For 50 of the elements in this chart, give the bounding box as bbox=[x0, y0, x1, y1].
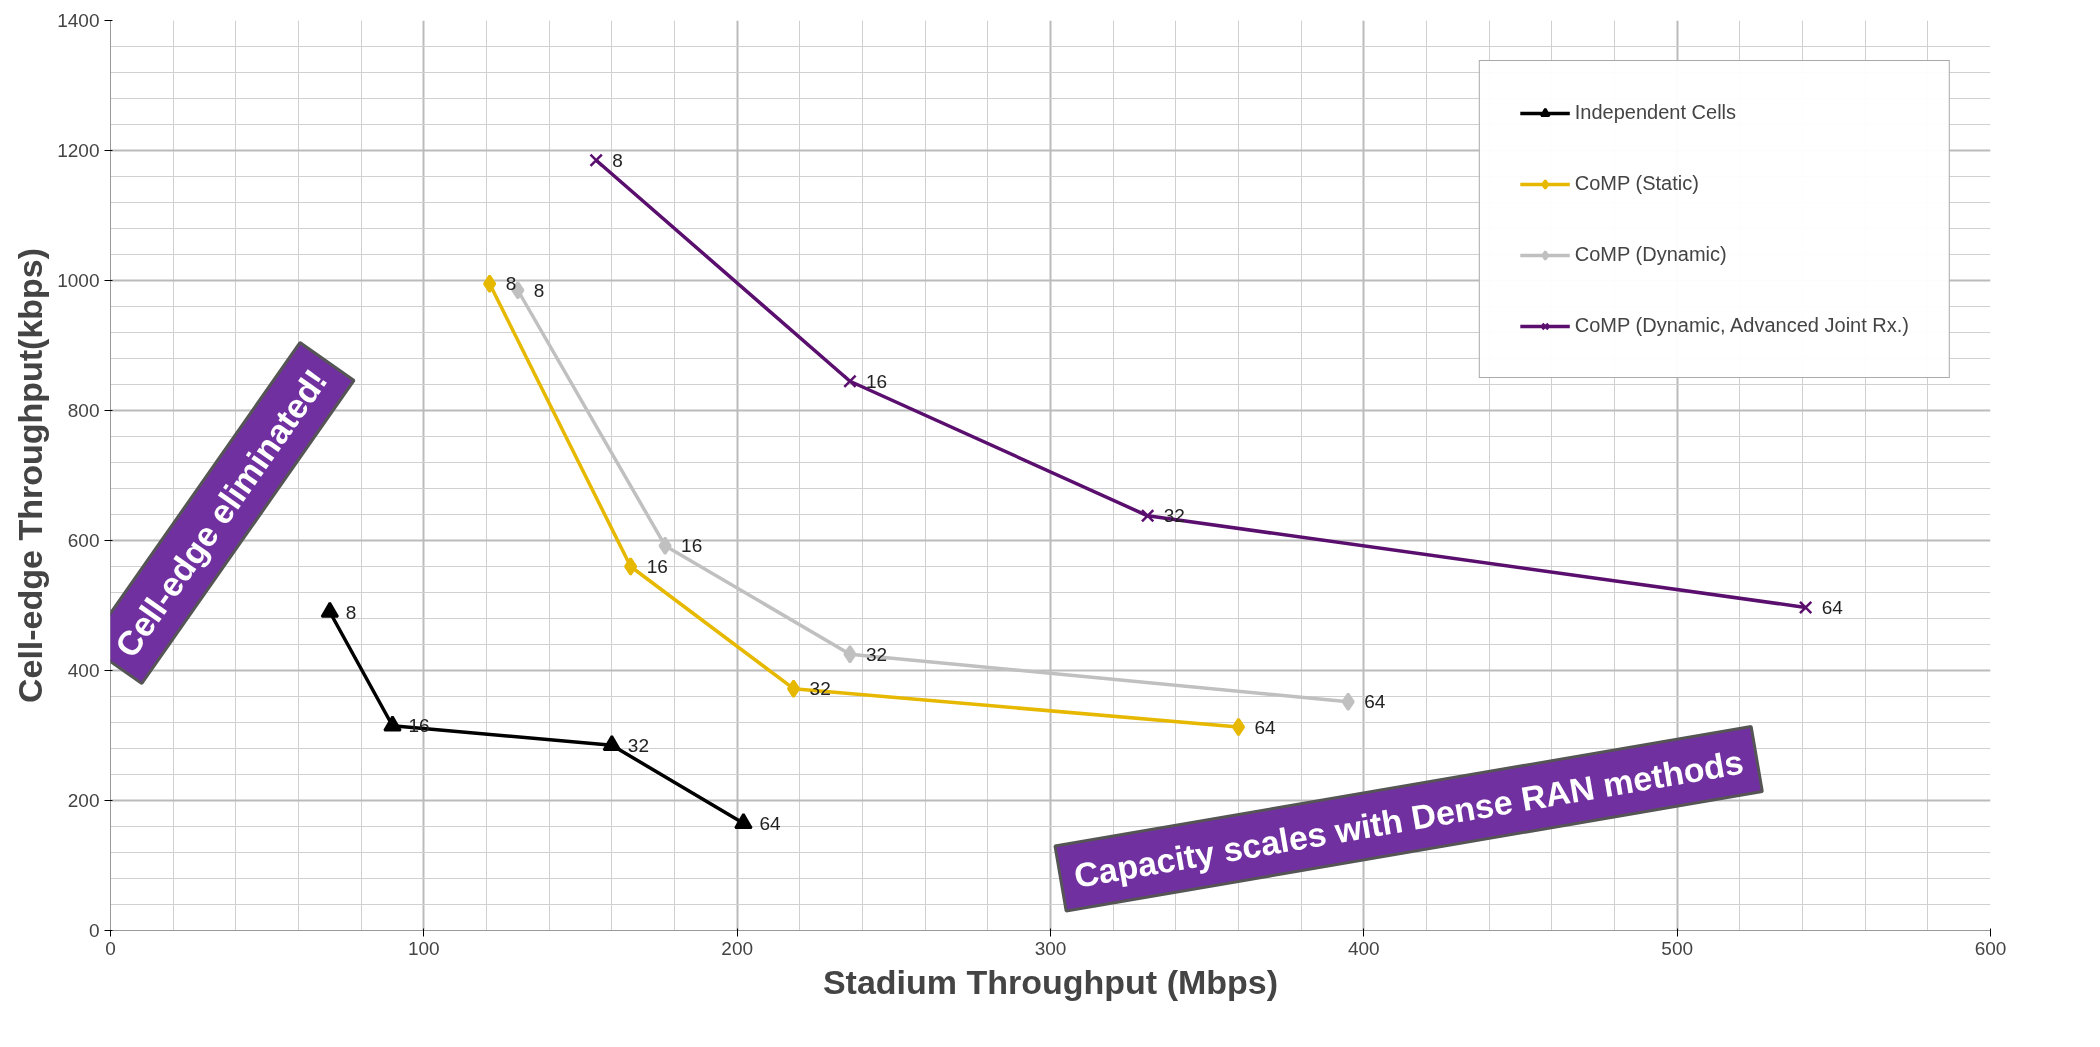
annotation: 16 bbox=[646, 556, 668, 577]
point bbox=[320, 601, 340, 618]
point bbox=[602, 734, 622, 752]
annotation: 8 bbox=[505, 273, 517, 295]
point bbox=[383, 715, 402, 732]
y-tick-label: 1400 bbox=[57, 10, 100, 31]
x-tick-label: 100 bbox=[407, 937, 440, 959]
y-tick-label: 400 bbox=[67, 660, 100, 681]
point bbox=[1140, 508, 1155, 523]
x-tick-label: 600 bbox=[1974, 937, 2007, 959]
legend-label: CoMP (Dynamic, Advanced Joint Rx.) bbox=[1574, 314, 1909, 337]
y-tick-label: 200 bbox=[67, 790, 100, 811]
point bbox=[483, 274, 497, 293]
x-tick-label: 0 bbox=[105, 937, 116, 959]
annotation: Capacity scales with Dense RAN methods bbox=[1071, 742, 1747, 895]
annotation: 64 bbox=[1364, 691, 1386, 713]
point bbox=[1341, 692, 1355, 711]
point bbox=[1231, 717, 1246, 737]
annotation: 64 bbox=[1821, 596, 1844, 618]
legend-label: Independent Cells bbox=[1574, 101, 1737, 124]
point bbox=[624, 557, 638, 576]
x-tick-label: 500 bbox=[1661, 937, 1694, 959]
point bbox=[1798, 600, 1813, 615]
x-axis-title: Stadium Throughput (Mbps) bbox=[822, 962, 1279, 1001]
point bbox=[843, 645, 857, 664]
y-tick-label: 1200 bbox=[57, 140, 100, 161]
annotation: 8 bbox=[533, 279, 545, 301]
annotation: 64 bbox=[759, 812, 781, 834]
annotation: 64 bbox=[1254, 716, 1277, 738]
annotation: 16 bbox=[865, 370, 888, 392]
y-tick-label: 0 bbox=[88, 920, 100, 941]
point bbox=[843, 374, 857, 389]
x-tick-label: 200 bbox=[721, 937, 754, 959]
legend-label: CoMP (Dynamic) bbox=[1574, 243, 1727, 266]
y-tick-label: 1000 bbox=[57, 270, 100, 291]
y-tick-label: 800 bbox=[67, 400, 100, 421]
x-tick-label: 300 bbox=[1034, 937, 1067, 959]
legend-label: CoMP (Static) bbox=[1574, 172, 1699, 195]
point bbox=[786, 679, 801, 698]
annotation: 8 bbox=[612, 149, 623, 171]
annotation: 32 bbox=[627, 734, 649, 756]
point bbox=[734, 812, 753, 830]
annotation: 8 bbox=[345, 601, 357, 623]
y-axis-title: Cell-edge Throughput(kbps) bbox=[11, 247, 50, 704]
x-tick-label: 400 bbox=[1347, 937, 1380, 959]
annotation: 32 bbox=[865, 643, 888, 665]
annotation: 16 bbox=[681, 535, 703, 557]
point bbox=[658, 536, 672, 555]
y-tick-label: 600 bbox=[67, 530, 100, 551]
point bbox=[589, 153, 604, 168]
